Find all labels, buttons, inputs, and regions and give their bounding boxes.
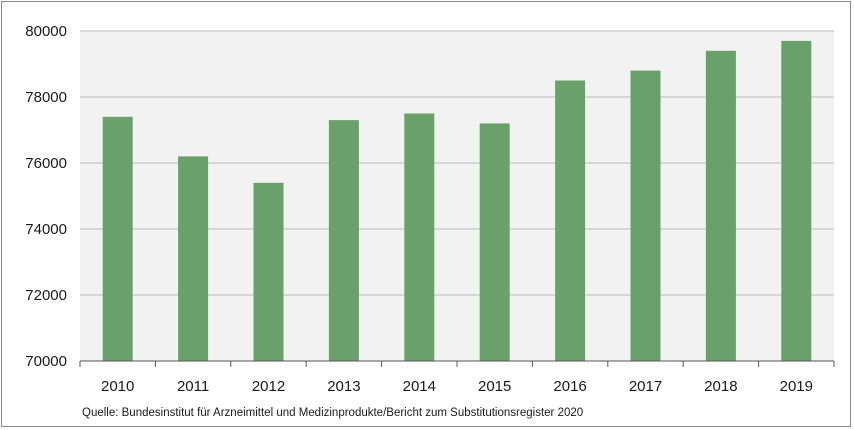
- y-tick-label: 70000: [25, 353, 67, 370]
- bar-2010: [102, 116, 133, 361]
- x-tick-label: 2016: [553, 378, 586, 395]
- bar-2015: [479, 123, 510, 362]
- y-tick-label: 78000: [25, 89, 67, 106]
- x-tick-label: 2018: [704, 378, 737, 395]
- y-tick-label: 76000: [25, 155, 67, 172]
- bar-2018: [705, 50, 736, 362]
- x-axis-ticks: [79, 361, 835, 367]
- x-tick-label: 2011: [177, 378, 209, 395]
- bars: [102, 40, 812, 362]
- x-tick-label: 2012: [252, 378, 285, 395]
- bar-2019: [781, 40, 812, 362]
- bar-2014: [404, 113, 435, 361]
- x-tick-label: 2015: [478, 378, 511, 395]
- x-tick-label: 2013: [327, 378, 360, 395]
- bar-2017: [630, 70, 661, 361]
- x-tick-label: 2014: [403, 378, 436, 395]
- y-axis-tick-labels: 70000 72000 74000 76000 78000 80000: [25, 23, 67, 370]
- bar-2016: [555, 80, 586, 361]
- y-tick-label: 74000: [25, 221, 67, 238]
- y-tick-label: 80000: [25, 23, 67, 40]
- x-tick-label: 2017: [629, 378, 662, 395]
- x-tick-label: 2010: [101, 378, 134, 395]
- x-axis-tick-labels: 2010 2011 2012 2013 2014 2015 2016 2017 2018 2019: [101, 378, 813, 395]
- bar-2013: [328, 120, 359, 361]
- bar-2011: [178, 156, 209, 361]
- bar-2012: [253, 182, 284, 361]
- source-note: Quelle: Bundesinstitut für Arzneimittel …: [82, 407, 584, 419]
- y-tick-label: 72000: [25, 287, 67, 304]
- x-tick-label: 2019: [780, 378, 813, 395]
